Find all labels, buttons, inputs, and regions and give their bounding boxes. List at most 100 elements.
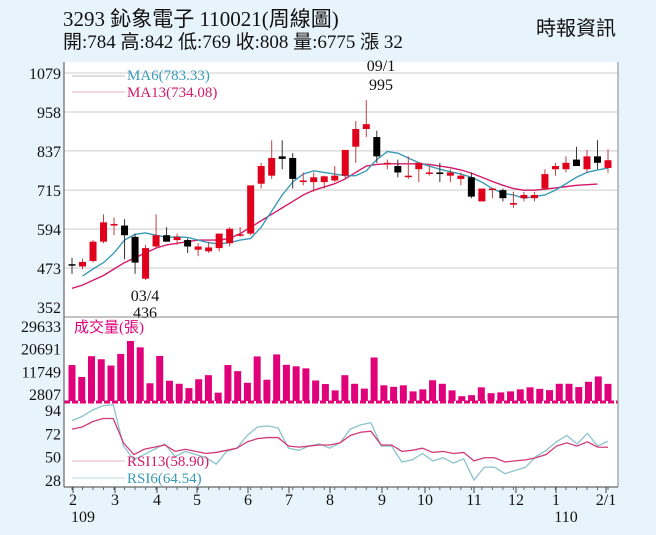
volume-bar [68, 365, 76, 401]
volume-bar [321, 384, 329, 401]
volume-bar [507, 391, 515, 401]
volume-bar [97, 359, 105, 401]
candle-up [404, 175, 412, 178]
candle-down [467, 177, 475, 197]
candle-up [257, 166, 265, 184]
candle-up [320, 176, 328, 183]
volume-bar [575, 387, 583, 401]
candle-up [509, 203, 517, 205]
high-annotation-date: 09/1 [367, 58, 395, 75]
volume-bar [380, 385, 388, 401]
high-annotation-value: 995 [369, 77, 393, 94]
rsi-tick-label: 50 [45, 450, 61, 467]
candle-up [331, 175, 339, 181]
candle-down [68, 264, 76, 266]
volume-bar [594, 376, 602, 401]
price-tick-label: 1079 [29, 66, 61, 83]
candle-down [289, 157, 297, 179]
candle-up [383, 162, 391, 165]
candle-down [593, 156, 601, 163]
volume-bar [341, 375, 349, 401]
ohlc-summary: 開:784 高:842 低:769 收:808 量:6775 漲 32 [63, 32, 403, 53]
year-label: 109 [71, 509, 95, 526]
month-label: 4 [153, 492, 161, 509]
legend-ma13: MA13(734.08) [127, 85, 217, 101]
price-tick-label: 715 [37, 183, 61, 200]
volume-bar [351, 383, 359, 401]
month-label: 9 [378, 492, 386, 509]
volume-bar [497, 392, 505, 401]
volume-bar [409, 391, 417, 401]
month-label: 3 [111, 492, 119, 509]
month-label: 2/1 [596, 492, 616, 509]
volume-bar [214, 392, 222, 401]
candle-down [163, 235, 171, 242]
candle-up [226, 228, 234, 244]
volume-bar [136, 347, 144, 401]
candle-up [583, 156, 591, 170]
volume-bar [165, 380, 173, 401]
volume-bar [243, 382, 251, 401]
volume-bar [117, 353, 125, 401]
month-label: 10 [417, 492, 433, 509]
candle-up [268, 157, 276, 176]
candle-up [299, 180, 307, 183]
volume-bar [360, 388, 368, 401]
volume-bar [156, 355, 164, 401]
candle-down [131, 236, 139, 263]
volume-bar [126, 341, 134, 401]
month-label: 6 [244, 492, 252, 509]
volume-bar [477, 387, 485, 401]
candle-up [604, 160, 612, 168]
candle-up [89, 241, 97, 261]
volume-bar [146, 383, 154, 401]
month-label: 5 [193, 492, 201, 509]
volume-bar [253, 356, 261, 401]
month-label: 8 [326, 492, 334, 509]
source-label: 時報資訊 [536, 18, 616, 40]
ma13-line [71, 163, 598, 290]
year-label: 110 [554, 509, 577, 526]
volume-bar [282, 364, 290, 401]
volume-bar [565, 383, 573, 401]
volume-bar [487, 393, 495, 401]
candle-up [215, 233, 223, 249]
volume-bar [185, 388, 193, 401]
candle-up [562, 162, 570, 170]
volume-tick-label: 11749 [22, 364, 61, 381]
candle-up [520, 194, 528, 199]
volume-bar [302, 368, 310, 401]
candle-up [205, 247, 213, 252]
month-label: 7 [285, 492, 293, 509]
volume-tick-label: 20691 [21, 342, 61, 359]
candle-down [394, 166, 402, 173]
candle-up [236, 234, 244, 236]
candle-up [541, 174, 549, 189]
price-tick-label: 473 [37, 261, 61, 278]
candle-up [173, 236, 181, 241]
candle-up [488, 188, 496, 191]
candle-up [247, 185, 255, 234]
volume-bar [429, 380, 437, 401]
candle-up [110, 223, 118, 226]
low-annotation-date: 03/4 [131, 288, 159, 305]
candle-up [551, 166, 559, 170]
rsi-tick-label: 94 [45, 403, 61, 420]
volume-tick-label: 2807 [29, 387, 61, 404]
volume-bar [175, 383, 183, 401]
volume-tick-label: 29633 [21, 319, 61, 336]
volume-bar [312, 380, 320, 401]
candle-up [425, 172, 433, 174]
candle-down [121, 225, 129, 236]
volume-bar [107, 365, 115, 401]
volume-bar [458, 396, 466, 401]
volume-bar [546, 390, 554, 401]
candle-up [362, 124, 370, 130]
chart-title: 3293 鈊象電子 110021(周線圖) [63, 7, 339, 31]
volume-bar [263, 379, 271, 401]
rsi13-line [71, 417, 609, 463]
legend-ma6: MA6(783.33) [127, 68, 210, 84]
price-tick-label: 352 [37, 300, 61, 317]
candle-up [79, 261, 87, 267]
candle-up [100, 222, 108, 242]
